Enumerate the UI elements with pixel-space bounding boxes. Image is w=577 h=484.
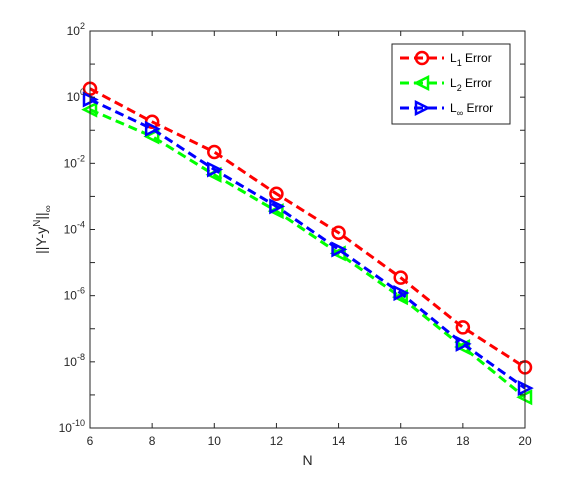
x-tick-label-20: 20: [518, 434, 532, 448]
legend-entry-3: L∞ Error: [400, 99, 493, 118]
series-1-point-7: [455, 320, 471, 335]
x-tick-label-10: 10: [208, 434, 222, 448]
y-tick-label-7: 10-10: [59, 418, 85, 435]
legend-swatch-marker-2: [413, 74, 430, 92]
x-tick-label-8: 8: [149, 434, 156, 448]
legend-entry-2: L2 Error: [400, 74, 492, 93]
legend-label-1: L1 Error: [450, 51, 492, 68]
legend-label-3: L∞ Error: [450, 101, 493, 118]
series-3-point-3: [207, 161, 224, 178]
series-1-point-4: [269, 186, 284, 202]
series-3-point-7: [455, 335, 472, 352]
series-1-point-3: [207, 144, 222, 160]
y-tick-label-2: 100: [67, 87, 85, 104]
series-3-point-6: [393, 285, 410, 302]
legend-entry-1: L1 Error: [400, 50, 492, 68]
axes: 6 8 10 12 14 16 18 20 102 100 10-2 10-4 10-6 10-8 10-1…: [32, 21, 532, 468]
series-1-point-6: [393, 270, 408, 285]
legend-swatch-marker-3: [414, 99, 431, 117]
y-tick-label-1: 102: [67, 21, 85, 38]
series-3-point-4: [269, 198, 286, 215]
series-3-line: [89, 98, 526, 390]
series-1-point-5: [331, 225, 346, 240]
y-tick-label-5: 10-6: [64, 286, 85, 303]
legend: L1 Error L2 Error L∞ Error: [391, 43, 511, 125]
x-tick-label-16: 16: [394, 434, 408, 448]
series-2-point-2: [143, 128, 160, 145]
x-tick-label-18: 18: [456, 434, 470, 448]
legend-box: [391, 43, 511, 125]
x-tick-label-12: 12: [270, 434, 284, 448]
x-tick-label-6: 6: [87, 434, 94, 448]
y-tick-label-4: 10-4: [64, 220, 85, 237]
series-3-point-5: [331, 241, 348, 258]
series-3-point-2: [144, 120, 161, 137]
legend-label-2: L2 Error: [450, 76, 492, 93]
x-tick-label-14: 14: [332, 434, 346, 448]
y-axis-label: ||Y-yN||∞: [32, 205, 54, 254]
y-tick-label-6: 10-8: [64, 352, 85, 369]
x-axis-label: N: [302, 452, 312, 468]
legend-swatch-marker-1: [414, 50, 430, 66]
y-tick-label-3: 10-2: [64, 153, 85, 170]
